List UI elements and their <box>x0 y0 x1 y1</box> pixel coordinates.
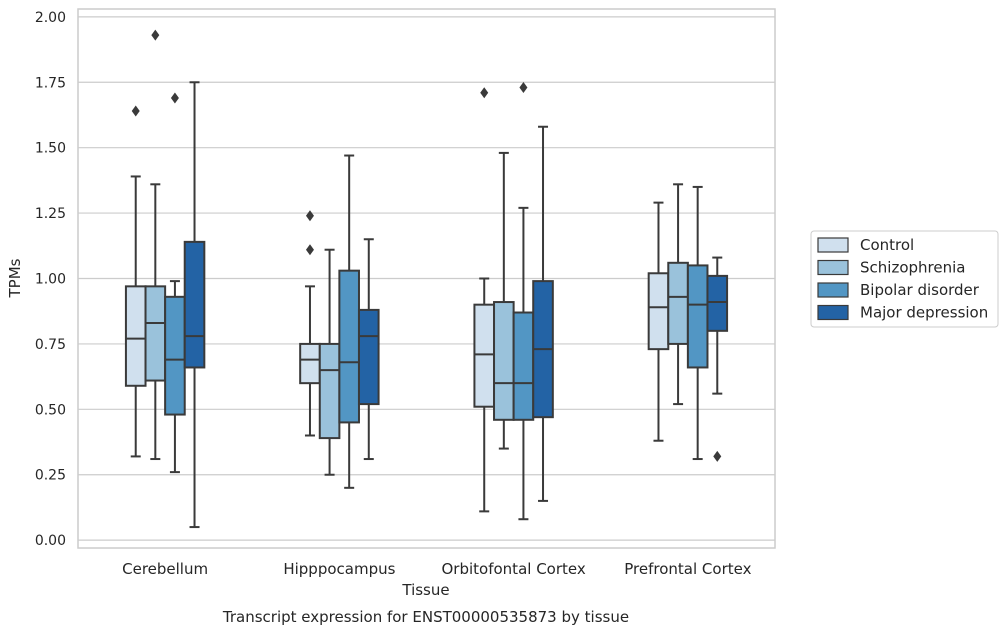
legend: Control Schizophrenia Bipolar disorder Majo… <box>810 230 999 328</box>
y-tick-label: 1.25 <box>35 206 66 222</box>
box-body <box>706 274 729 332</box>
y-tick-label: 1.00 <box>35 272 66 288</box>
legend-label: Schizophrenia <box>860 259 965 277</box>
outlier-point <box>305 244 314 256</box>
box-body <box>357 308 380 406</box>
legend-swatch <box>817 259 849 276</box>
box-body <box>686 264 709 369</box>
y-tick-label: 0.50 <box>35 402 66 418</box>
y-axis-label: TPMs <box>6 258 24 298</box>
outlier-point <box>170 92 179 104</box>
outlier-point <box>151 29 160 41</box>
x-tick-label: Cerebellum <box>122 560 208 578</box>
box-body <box>647 272 670 351</box>
box-major-depression-2 <box>532 125 554 502</box>
box-control-3 <box>647 201 670 442</box>
y-tick-label: 0.75 <box>35 337 66 353</box>
box-bipolar-disorder-2 <box>512 81 535 521</box>
legend-swatch <box>817 282 849 298</box>
box-body <box>338 269 360 424</box>
x-tick-label: Hipppocampus <box>283 560 395 578</box>
outlier-point <box>713 450 722 462</box>
y-tick-label: 1.50 <box>35 141 66 157</box>
x-tick-labels: Cerebellum Hipppocampus Orbitofontal Corte… <box>122 560 751 578</box>
y-tick-label: 2.00 <box>35 10 66 26</box>
box-control-1 <box>299 210 321 437</box>
box-body <box>183 240 206 369</box>
box-major-depression-1 <box>357 238 380 461</box>
y-tick-labels: 0.00 0.25 0.50 0.75 1.00 1.25 1.50 1.75 2.00 <box>35 10 66 549</box>
legend-swatch <box>817 304 849 321</box>
boxes <box>124 29 729 529</box>
box-body <box>299 342 321 385</box>
y-tick-label: 0.00 <box>35 533 66 549</box>
box-body <box>667 261 689 345</box>
legend-label: Bipolar disorder <box>860 281 980 299</box>
box-body <box>144 285 167 382</box>
x-tick-label: Orbitofontal Cortex <box>442 560 586 578</box>
x-tick-label: Prefrontal Cortex <box>624 560 751 578</box>
box-body <box>512 311 535 421</box>
box-schizophrenia-2 <box>493 151 515 450</box>
outlier-point <box>480 87 489 99</box>
legend-label: Control <box>860 236 914 254</box>
legend-frame <box>810 230 999 328</box>
box-body <box>473 303 496 408</box>
legend-label: Major depression <box>860 304 988 322</box>
outlier-point <box>519 81 528 93</box>
box-body <box>318 342 341 440</box>
plot-frame <box>77 8 776 549</box>
y-tick-label: 0.25 <box>35 468 66 484</box>
box-bipolar-disorder-1 <box>338 154 360 489</box>
y-tick-label: 1.75 <box>35 75 66 91</box>
box-body <box>164 295 186 416</box>
box-schizophrenia-1 <box>318 248 341 476</box>
box-major-depression-3 <box>706 256 729 462</box>
box-body <box>124 285 147 387</box>
box-body <box>493 301 515 421</box>
legend-swatch <box>817 237 849 253</box>
chart-title: Transcript expression for ENST0000053587… <box>222 608 629 626</box>
outlier-point <box>131 105 140 117</box>
box-major-depression-0 <box>183 81 206 529</box>
x-axis-label: Tissue <box>401 581 449 599</box>
outlier-point <box>305 210 314 222</box>
